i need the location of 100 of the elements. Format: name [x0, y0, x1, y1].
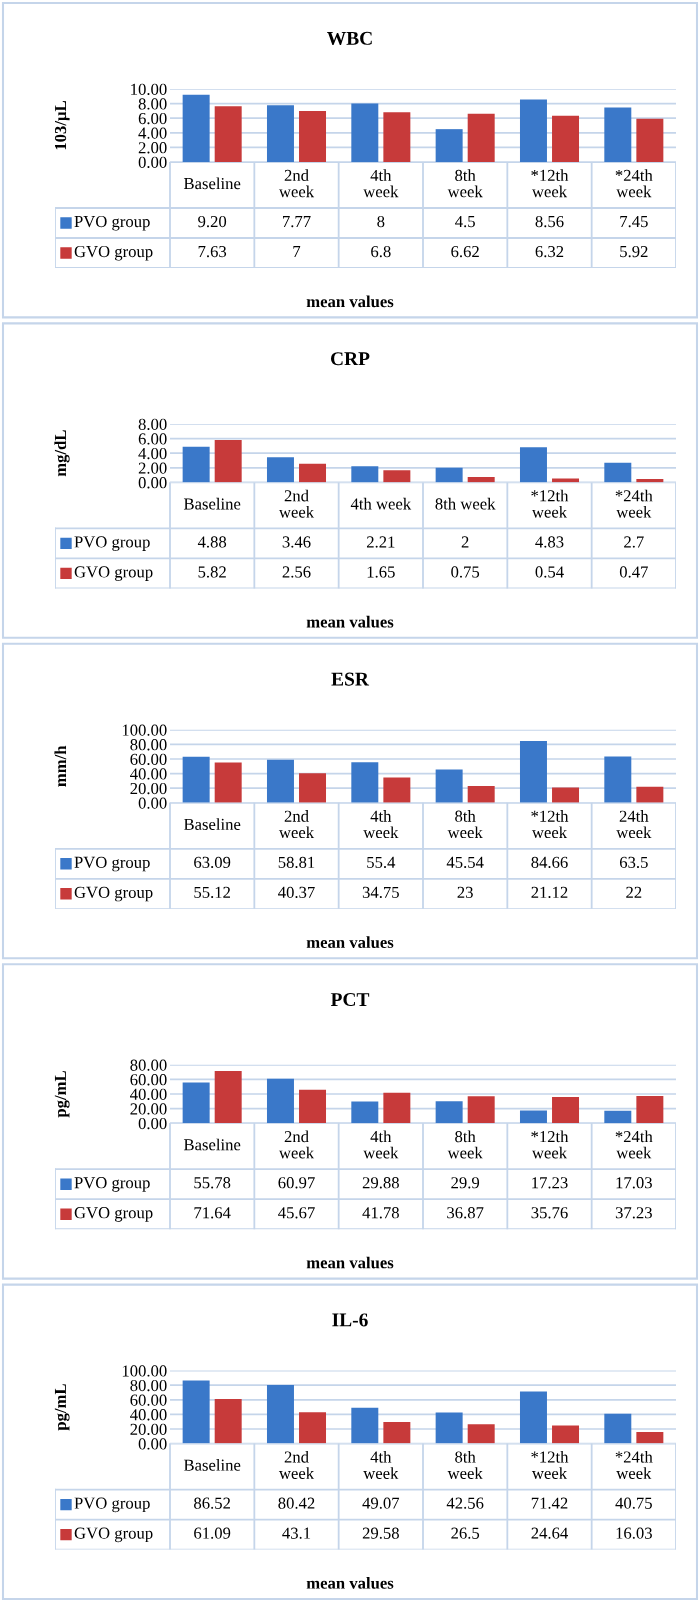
x-tick-label: Baseline	[183, 177, 241, 190]
y-axis-title: pg/mL	[54, 1384, 70, 1431]
x-tick-label: Baseline	[183, 497, 241, 510]
x-axis-title: mean values	[306, 1577, 394, 1589]
bar	[214, 106, 242, 162]
data-label: 17.23	[532, 1177, 568, 1189]
data-label: 63.09	[194, 856, 231, 869]
data-label: 26.5	[451, 1527, 480, 1539]
x-tick-label: *12th week	[531, 489, 569, 518]
x-tick-label: *24th week	[615, 1450, 653, 1479]
chart-title: IL-6	[332, 1313, 368, 1327]
bar	[467, 786, 495, 803]
bar	[519, 741, 547, 803]
x-tick-label: 8th week	[447, 810, 483, 839]
bar	[214, 1399, 242, 1444]
x-tick-label: *24th week	[615, 169, 653, 198]
data-label: 8	[377, 215, 385, 228]
data-label: 34.75	[362, 886, 399, 899]
bar	[299, 463, 327, 483]
legend-label: GVO group	[74, 245, 153, 261]
y-tick-label: 0.00	[138, 1438, 167, 1450]
bar	[351, 762, 379, 803]
data-label: 60.97	[278, 1177, 315, 1189]
data-label: 29.58	[362, 1527, 399, 1539]
data-label: 2	[461, 536, 469, 548]
x-tick-label: 4th week	[363, 810, 399, 839]
data-label: 29.88	[362, 1177, 399, 1189]
data-label: 37.23	[615, 1207, 652, 1219]
x-tick-label: Baseline	[183, 818, 241, 830]
chart-title: ESR	[331, 672, 370, 686]
bar	[266, 1384, 294, 1444]
data-label: 17.03	[616, 1177, 652, 1189]
y-tick-label: 100.00	[122, 724, 167, 736]
bar	[435, 1412, 463, 1444]
x-axis-title: mean values	[306, 1256, 394, 1269]
data-label: 61.09	[194, 1527, 231, 1539]
data-label: 5.92	[620, 245, 648, 258]
data-label: 4.83	[535, 536, 564, 548]
x-tick-label: *12th week	[531, 810, 569, 839]
data-label: 45.67	[278, 1207, 315, 1219]
x-tick-label: 4th week	[363, 1130, 399, 1159]
bar	[214, 1070, 242, 1124]
bar	[383, 112, 411, 162]
y-tick-label: 6.00	[138, 433, 167, 445]
bar	[351, 103, 379, 162]
x-tick-label: 4th week	[363, 1450, 399, 1479]
y-tick-label: 8.00	[138, 98, 167, 110]
bar	[182, 94, 210, 162]
x-tick-label: *12th week	[531, 169, 569, 198]
bar	[435, 769, 463, 803]
data-label: 55.12	[194, 886, 230, 899]
bar	[351, 466, 379, 483]
data-label: 58.81	[278, 856, 315, 869]
data-label: 7	[293, 246, 301, 258]
y-tick-label: 4.00	[138, 447, 167, 460]
data-label: 6.62	[451, 245, 479, 258]
bar	[383, 1092, 411, 1124]
data-label: 2.21	[366, 536, 395, 548]
x-tick-label: 24th week	[616, 810, 652, 839]
y-tick-label: 40.00	[130, 768, 167, 780]
bar	[299, 1089, 327, 1124]
y-tick-label: 2.00	[138, 462, 167, 474]
bar	[351, 1101, 379, 1124]
legend-label: GVO group	[74, 566, 153, 581]
x-tick-label: 4th week	[350, 497, 412, 510]
bar	[182, 1082, 210, 1124]
y-axis-title: pg/mL	[54, 1071, 70, 1118]
y-tick-label: 40.00	[130, 1409, 167, 1421]
data-label: 7.63	[198, 245, 227, 258]
chart-title: WBC	[327, 31, 372, 45]
data-label: 7.45	[620, 216, 648, 228]
bar	[519, 1110, 547, 1124]
bar	[519, 99, 547, 162]
y-tick-label: 20.00	[130, 1103, 167, 1115]
data-label: 0.54	[535, 566, 564, 578]
bar	[182, 756, 210, 803]
data-label: 2.7	[624, 536, 644, 548]
bar	[636, 1096, 664, 1124]
data-label: 55.78	[194, 1177, 231, 1189]
legend-label: GVO group	[74, 1207, 153, 1222]
bar	[552, 115, 580, 162]
data-label: 0.47	[619, 566, 648, 578]
x-axis-title: mean values	[306, 936, 394, 949]
data-label: 35.76	[531, 1207, 568, 1219]
bar	[604, 462, 632, 483]
y-tick-label: 0.00	[138, 797, 167, 809]
bar	[636, 118, 664, 162]
data-label: 4.5	[455, 216, 475, 228]
data-label: 3.46	[282, 536, 311, 548]
bar	[636, 1431, 664, 1444]
bar	[383, 777, 411, 803]
bar	[435, 1101, 463, 1124]
bar	[266, 759, 294, 803]
data-label: 29.9	[451, 1177, 480, 1189]
legend-label: GVO group	[74, 1527, 153, 1543]
x-tick-label: *12th week	[531, 1130, 569, 1159]
data-label: 6.8	[371, 245, 391, 258]
data-label: 9.20	[198, 215, 227, 228]
legend-label: PVO group	[74, 536, 150, 551]
chart-title: PCT	[330, 993, 370, 1007]
